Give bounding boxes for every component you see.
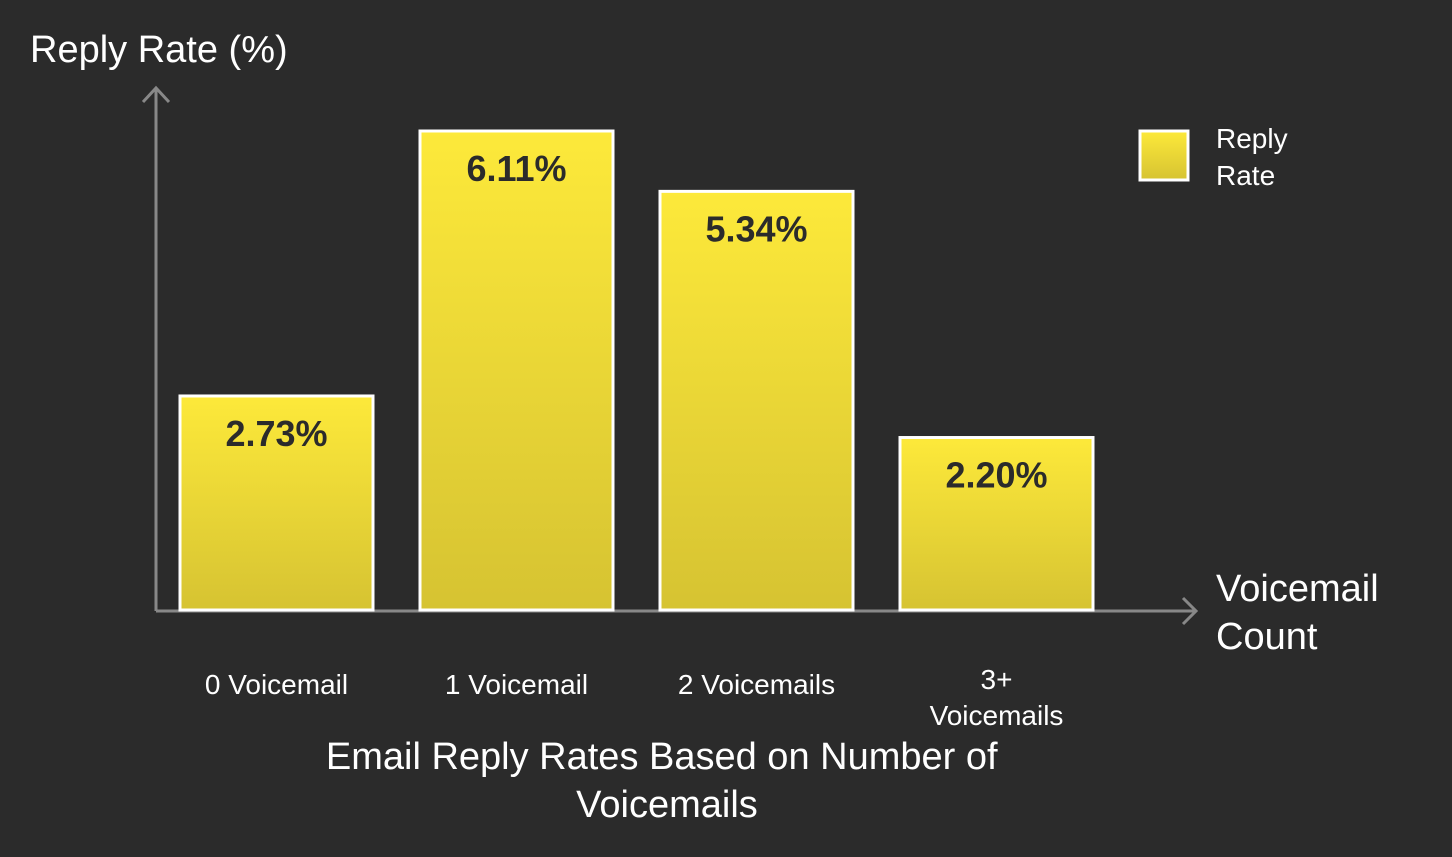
category-labels: 0 Voicemail 1 Voicemail 2 Voicemails 3+ Voic… bbox=[205, 664, 1064, 731]
bar-value-label: 2.73% bbox=[225, 413, 327, 454]
legend-swatch bbox=[1138, 129, 1190, 182]
bar bbox=[178, 394, 375, 612]
bar bbox=[418, 129, 615, 612]
chart-title-line-1: Email Reply Rates Based on Number of bbox=[326, 736, 998, 778]
x-axis-label-line-1: Voicemail bbox=[1216, 568, 1379, 610]
category-label: 1 Voicemail bbox=[445, 669, 588, 700]
legend-label: Reply Rate bbox=[1216, 123, 1295, 191]
bar bbox=[898, 436, 1095, 612]
bar-value-label: 2.20% bbox=[945, 455, 1047, 496]
chart-title: Email Reply Rates Based on Number of Voi… bbox=[326, 736, 1008, 826]
y-axis-arrow bbox=[141, 85, 171, 104]
bars bbox=[178, 129, 1095, 612]
value-labels: 2.73% 6.11% 5.34% 2.20% bbox=[225, 148, 1047, 496]
legend: Reply Rate bbox=[1138, 123, 1295, 191]
category-label: 0 Voicemail bbox=[205, 669, 348, 700]
x-axis-arrow bbox=[1181, 596, 1199, 626]
legend-label-line-1: Reply bbox=[1216, 123, 1288, 154]
bar bbox=[658, 189, 855, 612]
bar-value-label: 6.11% bbox=[466, 148, 566, 189]
category-label: 3+ Voicemails bbox=[930, 664, 1064, 731]
x-axis-label-line-2: Count bbox=[1216, 616, 1318, 658]
bar-value-label: 5.34% bbox=[705, 208, 807, 249]
chart-title-line-2: Voicemails bbox=[576, 784, 758, 826]
y-axis-label: Reply Rate (%) bbox=[30, 29, 288, 71]
x-axis-label: Voicemail Count bbox=[1216, 568, 1389, 658]
legend-label-line-2: Rate bbox=[1216, 160, 1275, 191]
category-label: 2 Voicemails bbox=[678, 669, 835, 700]
